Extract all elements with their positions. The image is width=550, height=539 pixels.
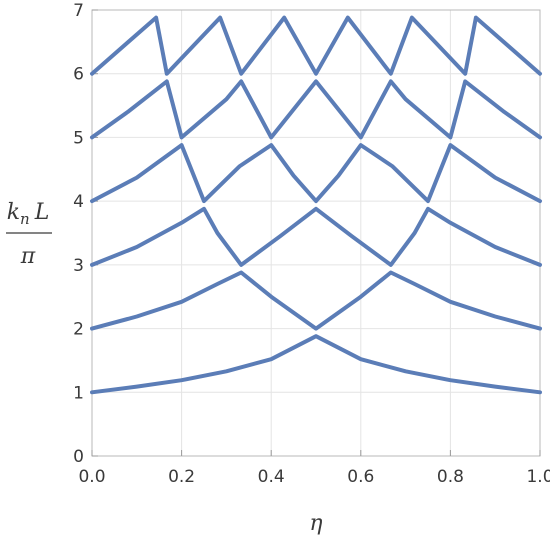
series-line-6 [90,15,542,76]
series-line-5 [90,79,542,140]
y-label-k: k [7,200,20,225]
y-axis-label: kn L π [6,200,52,269]
series-line-4 [90,143,542,204]
x-tick-label: 0.0 [78,467,105,487]
x-tick-label: 1.0 [526,467,550,487]
plot-frame [91,9,541,457]
series-line-3 [90,206,542,267]
series-line-2 [90,270,542,331]
y-tick-label: 1 [73,383,84,403]
y-tick-label: 6 [73,65,84,85]
y-tick-label: 7 [73,1,84,21]
y-label-L: L [34,200,50,225]
series-line-1 [90,334,542,395]
y-axis-label-denominator: π [20,244,36,269]
y-tick-label: 0 [73,447,84,467]
y-label-subscript: n [20,210,30,228]
x-axis-label: η [309,511,322,536]
x-tick-label: 0.4 [258,467,285,487]
x-tick-label: 0.2 [168,467,195,487]
x-tick-label: 0.6 [347,467,374,487]
series-group [90,15,542,395]
y-tick-label: 4 [73,192,84,212]
y-tick-label: 3 [73,256,84,276]
x-tick-label: 0.8 [437,467,464,487]
y-tick-label: 2 [73,320,84,340]
y-tick-label: 5 [73,128,84,148]
y-axis-label-numerator: kn L [7,200,50,228]
ticks: 0.0 0.2 0.4 0.6 0.8 1.0 0 1 2 3 4 5 6 7 [73,1,550,487]
